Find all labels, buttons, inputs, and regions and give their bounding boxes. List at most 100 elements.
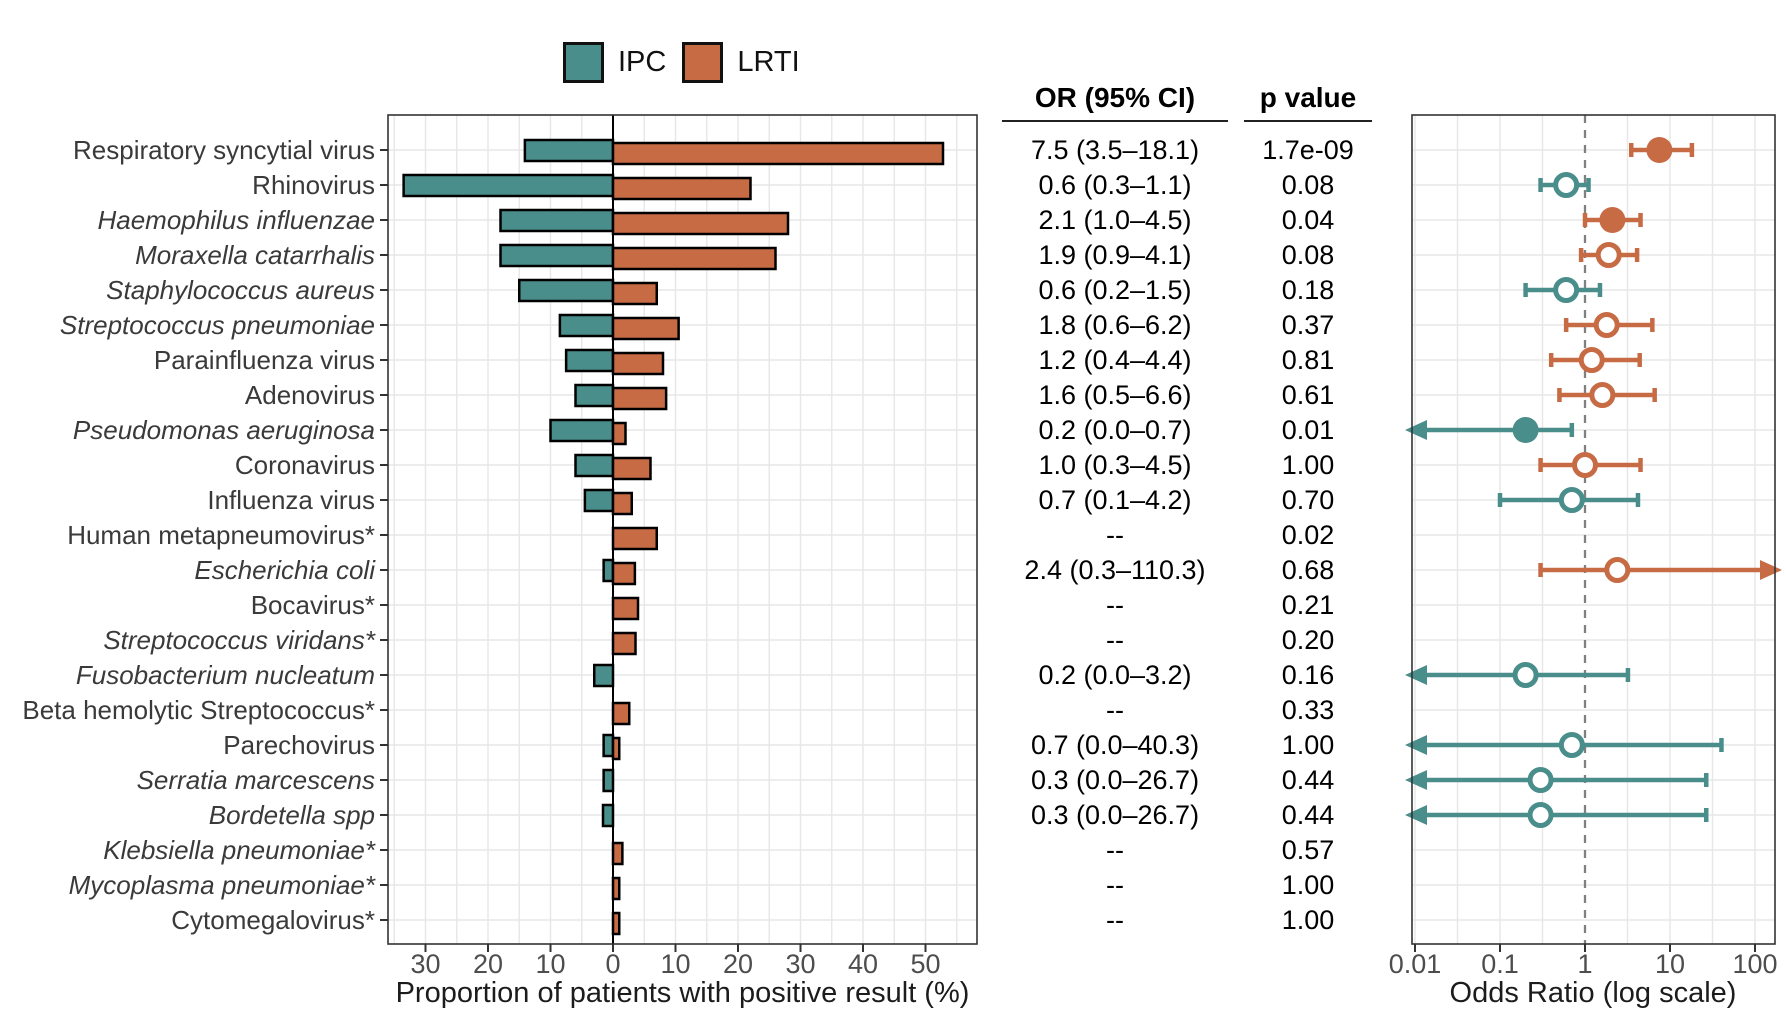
p-value-cell-7: 0.61 [1281,380,1335,410]
pathogen-label-12: Escherichia coli [194,555,376,585]
bar-ipc-8 [549,418,615,443]
forest-point-open-18 [1527,767,1554,793]
forest-point-open-1 [1553,172,1580,198]
bar-x-tick-label: 30 [785,949,815,979]
forest-point-filled-0 [1646,137,1673,163]
bar-ipc-2 [499,208,615,233]
or-ci-cell-6: 1.2 (0.4–4.4) [1038,345,1192,375]
pathogen-label-8: Pseudomonas aeruginosa [73,415,375,445]
legend-item-lrti: LRTI [682,42,800,83]
forest-point-filled-2 [1599,207,1626,233]
or-ci-cell-3: 1.9 (0.9–4.1) [1038,240,1192,270]
bar-x-tick-label: 10 [660,949,690,979]
forest-left-arrow-icon-18 [1405,770,1427,790]
p-value-cell-3: 0.08 [1281,240,1335,270]
p-value-cell-16: 0.33 [1281,695,1335,725]
pathogen-label-15: Fusobacterium nucleatum [76,660,375,690]
table-header-or-ci: OR (95% CI) [1002,82,1228,122]
bar-x-tick-label: 50 [910,949,940,979]
forest-x-axis-title: Odds Ratio (log scale) [1449,977,1737,1009]
forest-point-open-12 [1604,557,1631,583]
p-value-cell-21: 1.00 [1281,870,1335,900]
legend-swatch-ipc-icon [563,42,604,83]
pathogen-label-10: Influenza virus [207,485,375,515]
bar-lrti-11 [611,526,658,551]
pathogen-label-3: Moraxella catarrhalis [135,240,375,270]
bar-ipc-3 [499,243,615,268]
forest-x-tick-label: 1 [1577,949,1592,979]
bar-lrti-21 [611,876,621,901]
bar-lrti-20 [611,841,624,866]
bar-ipc-9 [574,453,615,478]
pathogen-label-14: Streptococcus viridans* [103,625,376,655]
legend-item-ipc: IPC [563,42,666,83]
bar-lrti-22 [611,911,621,936]
bar-lrti-17 [611,736,621,761]
bar-ipc-4 [518,278,615,303]
bar-lrti-7 [611,386,668,411]
p-value-cell-12: 0.68 [1281,555,1335,585]
bar-ipc-15 [593,663,615,688]
p-value-cell-13: 0.21 [1281,590,1335,620]
p-value-cell-11: 0.02 [1281,520,1335,550]
forest-left-arrow-icon-15 [1405,665,1427,685]
forest-x-tick-label: 100 [1732,949,1777,979]
or-ci-cell-21: -- [1106,870,1124,900]
forest-point-open-19 [1527,802,1554,828]
p-value-cell-20: 0.57 [1281,835,1335,865]
p-value-cell-14: 0.20 [1281,625,1335,655]
or-ci-cell-10: 0.7 (0.1–4.2) [1038,485,1192,515]
legend: IPC LRTI [563,42,800,83]
legend-label-ipc: IPC [618,46,667,78]
forest-x-tick-label: 0.01 [1389,949,1442,979]
forest-left-arrow-icon-8 [1405,420,1427,440]
pathogen-label-2: Haemophilus influenzae [97,205,375,235]
p-value-cell-1: 0.08 [1281,170,1335,200]
bar-x-tick-label: 40 [848,949,878,979]
bar-lrti-8 [611,421,627,446]
bar-lrti-6 [611,351,665,376]
pathogen-label-20: Klebsiella pneumoniae* [103,835,376,865]
forest-point-open-4 [1553,277,1580,303]
p-value-cell-5: 0.37 [1281,310,1335,340]
pathogen-label-11: Human metapneumovirus* [67,520,375,550]
or-ci-cell-9: 1.0 (0.3–4.5) [1038,450,1192,480]
forest-left-arrow-icon-17 [1405,735,1427,755]
bar-x-tick-label: 0 [605,949,620,979]
pathogen-label-1: Rhinovirus [252,170,375,200]
or-ci-cell-2: 2.1 (1.0–4.5) [1038,205,1192,235]
or-ci-cell-8: 0.2 (0.0–0.7) [1038,415,1192,445]
pathogen-label-19: Bordetella spp [209,800,375,830]
bar-ipc-7 [574,383,615,408]
bar-lrti-10 [611,491,633,516]
bar-lrti-16 [611,701,631,726]
or-ci-cell-5: 1.8 (0.6–6.2) [1038,310,1192,340]
bar-lrti-14 [611,631,637,656]
or-ci-cell-22: -- [1106,905,1124,935]
forest-right-arrow-icon-12 [1760,560,1782,580]
p-value-cell-15: 0.16 [1281,660,1335,690]
or-ci-cell-17: 0.7 (0.0–40.3) [1030,730,1200,760]
bar-ipc-19 [601,803,615,828]
bar-ipc-0 [523,138,615,163]
or-ci-cell-16: -- [1106,695,1124,725]
bar-ipc-6 [564,348,615,373]
bar-panel-border [387,114,978,945]
or-ci-cell-20: -- [1106,835,1124,865]
p-value-cell-4: 0.18 [1281,275,1335,305]
bar-ipc-17 [602,733,615,758]
bar-x-tick-label: 20 [473,949,503,979]
or-ci-cell-11: -- [1106,520,1124,550]
pathogen-label-21: Mycoplasma pneumoniae* [69,870,376,900]
forest-point-filled-8 [1512,417,1539,443]
bar-lrti-2 [611,211,790,236]
bar-lrti-4 [611,281,658,306]
or-ci-cell-18: 0.3 (0.0–26.7) [1030,765,1200,795]
p-value-cell-18: 0.44 [1281,765,1335,795]
p-value-cell-22: 1.00 [1281,905,1335,935]
bar-lrti-0 [611,141,945,166]
bar-lrti-5 [611,316,680,341]
bar-ipc-1 [402,173,615,198]
pathogen-label-16: Beta hemolytic Streptococcus* [22,695,375,725]
